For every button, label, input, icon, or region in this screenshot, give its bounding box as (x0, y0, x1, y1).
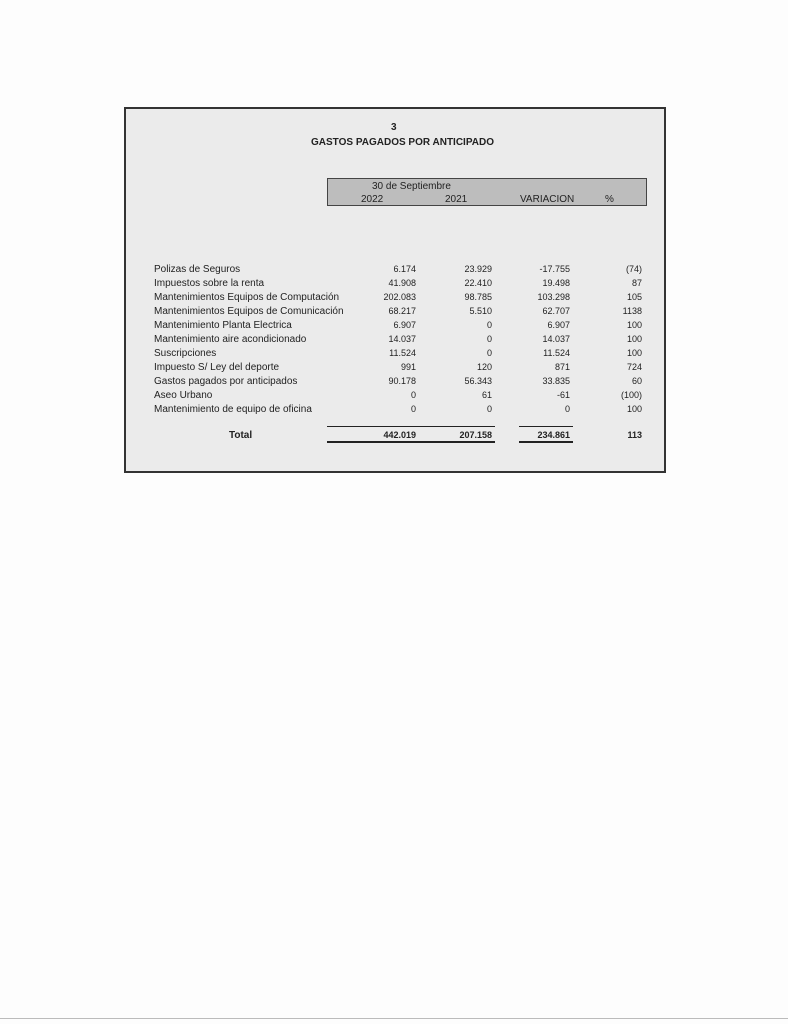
header-percent: % (605, 194, 614, 205)
note-number: 3 (391, 122, 397, 133)
column-header-band (327, 178, 647, 206)
row-2021: 5.510 (469, 306, 492, 316)
page-title: GASTOS PAGADOS POR ANTICIPADO (311, 137, 494, 148)
row-variacion: 6.907 (547, 320, 570, 330)
row-2021: 0 (486, 334, 492, 344)
row-2022: 0 (410, 404, 416, 414)
row-variacion: 62.707 (542, 306, 570, 316)
note-panel (124, 107, 666, 473)
row-2021: 0 (486, 404, 492, 414)
row-variacion: -61 (556, 390, 570, 400)
row-2021: 56.343 (464, 376, 492, 386)
row-2022: 90.178 (388, 376, 416, 386)
row-percent: 60 (631, 376, 642, 386)
row-2022: 41.908 (388, 278, 416, 288)
row-variacion: 19.498 (542, 278, 570, 288)
row-2021: 22.410 (464, 278, 492, 288)
row-2021: 0 (486, 320, 492, 330)
row-variacion: 14.037 (542, 334, 570, 344)
row-label: Mantenimiento Planta Electrica (154, 320, 292, 331)
total-label: Total (229, 430, 253, 441)
row-label: Mantenimiento de equipo de oficina (154, 404, 312, 415)
row-percent: 100 (626, 320, 642, 330)
row-2022: 14.037 (388, 334, 416, 344)
period-header: 30 de Septiembre (372, 181, 451, 192)
row-2021: 98.785 (464, 292, 492, 302)
header-2021: 2021 (445, 194, 468, 205)
row-label: Polizas de Seguros (154, 264, 241, 275)
row-2022: 68.217 (388, 306, 416, 316)
row-percent: 100 (626, 404, 642, 414)
row-2022: 0 (410, 390, 416, 400)
row-percent: 100 (626, 348, 642, 358)
row-2022: 202.083 (383, 292, 416, 302)
row-percent: 100 (626, 334, 642, 344)
row-variacion: 33.835 (542, 376, 570, 386)
header-variacion: VARIACION (520, 194, 575, 205)
row-label: Mantenimientos Equipos de Comunicación (154, 306, 344, 317)
row-percent: 724 (626, 362, 642, 372)
row-percent: 87 (631, 278, 642, 288)
row-2022: 11.524 (389, 348, 416, 358)
total-percent: 113 (627, 430, 642, 440)
row-label: Impuestos sobre la renta (154, 278, 265, 289)
row-label: Mantenimiento aire acondicionado (154, 334, 307, 345)
total-variacion: 234.861 (537, 430, 570, 440)
row-label: Mantenimientos Equipos de Computación (154, 292, 340, 303)
row-variacion: 11.524 (543, 348, 570, 358)
row-label: Impuesto S/ Ley del deporte (154, 362, 280, 373)
row-percent: (100) (620, 390, 642, 400)
row-variacion: -17.755 (539, 264, 570, 274)
row-label: Suscripciones (154, 348, 217, 359)
row-percent: 1138 (622, 306, 642, 316)
row-variacion: 103.298 (537, 292, 570, 302)
row-label: Gastos pagados por anticipados (154, 376, 298, 387)
row-label: Aseo Urbano (154, 390, 213, 401)
row-variacion: 871 (554, 362, 570, 372)
row-2022: 6.174 (393, 264, 416, 274)
row-2022: 6.907 (393, 320, 416, 330)
row-variacion: 0 (564, 404, 570, 414)
total-2022: 442.019 (383, 430, 416, 440)
row-2021: 61 (481, 390, 492, 400)
row-2022: 991 (400, 362, 416, 372)
row-percent: (74) (625, 264, 642, 274)
row-percent: 105 (626, 292, 642, 302)
row-2021: 0 (486, 348, 492, 358)
page-edge (0, 1018, 788, 1019)
row-2021: 120 (476, 362, 492, 372)
total-2021: 207.158 (459, 430, 492, 440)
header-2022: 2022 (361, 194, 384, 205)
row-2021: 23.929 (464, 264, 492, 274)
